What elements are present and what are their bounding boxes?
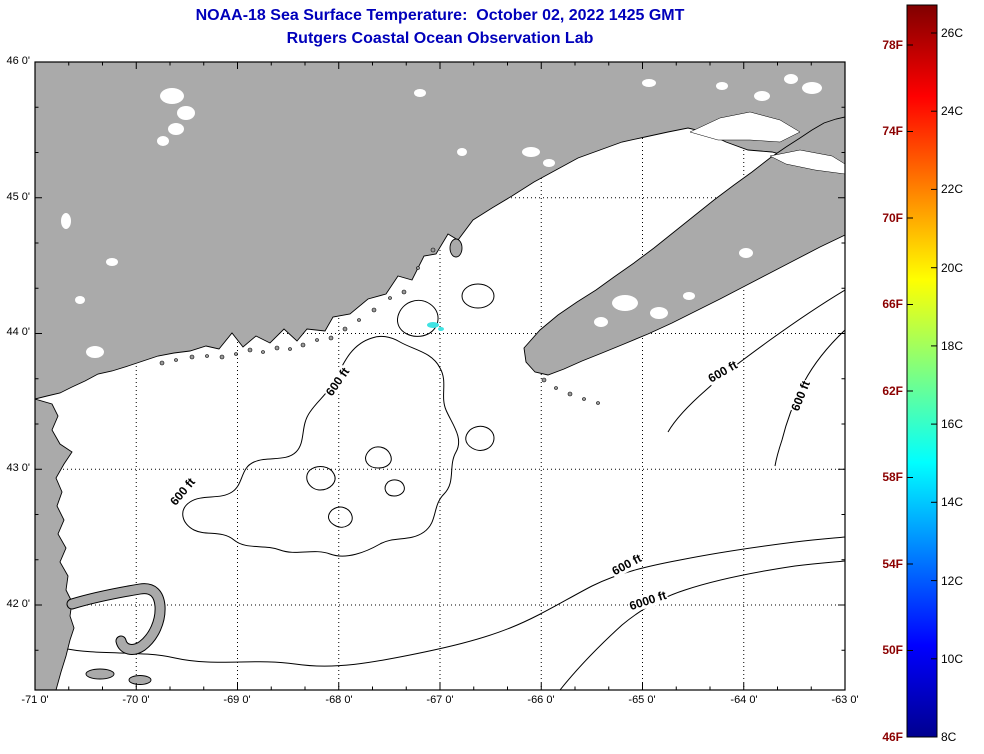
colorbar-c-label: 12C — [941, 574, 964, 588]
cloud-patches — [61, 74, 822, 358]
colorbar-f-label: 50F — [882, 643, 903, 657]
y-tick-label: 43 0' — [6, 462, 30, 474]
title-line-1: NOAA-18 Sea Surface Temperature: October… — [195, 7, 685, 24]
y-tick-label: 44 0' — [6, 326, 30, 338]
chignecto-bay-water — [689, 111, 801, 143]
minas-basin-water — [769, 149, 845, 175]
island-nantucket — [128, 675, 152, 685]
land-mainland-maine-new-brunswick — [35, 62, 845, 400]
colorbar-f-label: 46F — [882, 730, 903, 744]
contour-small-loop — [328, 506, 353, 528]
figure-title: NOAA-18 Sea Surface Temperature: October… — [35, 4, 845, 50]
sst-data-patch — [427, 322, 444, 331]
contour-small-loop — [365, 446, 392, 469]
colorbar-c-label: 18C — [941, 339, 964, 353]
contour-600ft-nova-scotia-inner — [667, 289, 845, 433]
x-tick-label: -70 0' — [122, 694, 150, 706]
colorbar-ticks — [907, 32, 937, 738]
depth-contours — [61, 283, 845, 690]
colorbar-f-label: 78F — [882, 38, 903, 52]
x-tick-label: -66 0' — [527, 694, 555, 706]
contour-600ft-nova-scotia-outer — [774, 329, 845, 467]
contour-bank-ring — [461, 283, 495, 309]
colorbar-c-label: 22C — [941, 182, 964, 196]
x-tick-label: -69 0' — [223, 694, 251, 706]
contour-small-loop — [384, 479, 405, 497]
x-tick-label: -71 0' — [21, 694, 49, 706]
axis-ticks — [34, 61, 846, 690]
island-marthas-vineyard — [85, 668, 115, 680]
contour-small-loop — [465, 425, 495, 451]
colorbar-f-label: 58F — [882, 470, 903, 484]
contour-600ft-central-basin — [182, 335, 460, 557]
y-tick-label: 45 0' — [6, 191, 30, 203]
contour-small-loop — [306, 466, 336, 491]
colorbar-c-label: 16C — [941, 417, 964, 431]
y-tick-label: 42 0' — [6, 598, 30, 610]
x-tick-label: -68 0' — [325, 694, 353, 706]
land-new-england-coast-strip — [35, 398, 75, 690]
colorbar-c-label: 14C — [941, 495, 964, 509]
colorbar-f-label: 70F — [882, 211, 903, 225]
contour-600ft-shelf-edge — [61, 536, 845, 667]
x-tick-label: -63 0' — [831, 694, 859, 706]
island-grand-manan — [449, 238, 463, 258]
x-tick-label: -64 0' — [730, 694, 758, 706]
colorbar-f-label: 62F — [882, 384, 903, 398]
land-masses — [35, 62, 845, 690]
land-nova-scotia — [523, 116, 845, 376]
colorbar-c-label: 26C — [941, 26, 964, 40]
colorbar-f-label: 74F — [882, 124, 903, 138]
x-tick-label: -65 0' — [628, 694, 656, 706]
colorbar-f-label: 54F — [882, 557, 903, 571]
contour-bank-ring — [397, 300, 439, 337]
colorbar-c-label: 24C — [941, 104, 964, 118]
colorbar-f-label: 66F — [882, 297, 903, 311]
coastal-islands — [159, 247, 600, 405]
colorbar-c-label: 20C — [941, 261, 964, 275]
x-tick-label: -67 0' — [426, 694, 454, 706]
y-tick-label: 46 0' — [6, 55, 30, 67]
colorbar-gradient — [906, 4, 938, 738]
title-line-2: Rutgers Coastal Ocean Observation Lab — [286, 30, 594, 47]
colorbar-c-label: 8C — [941, 730, 957, 744]
land-cape-cod — [67, 584, 165, 654]
contour-6000ft — [559, 560, 845, 690]
colorbar-c-label: 10C — [941, 652, 964, 666]
